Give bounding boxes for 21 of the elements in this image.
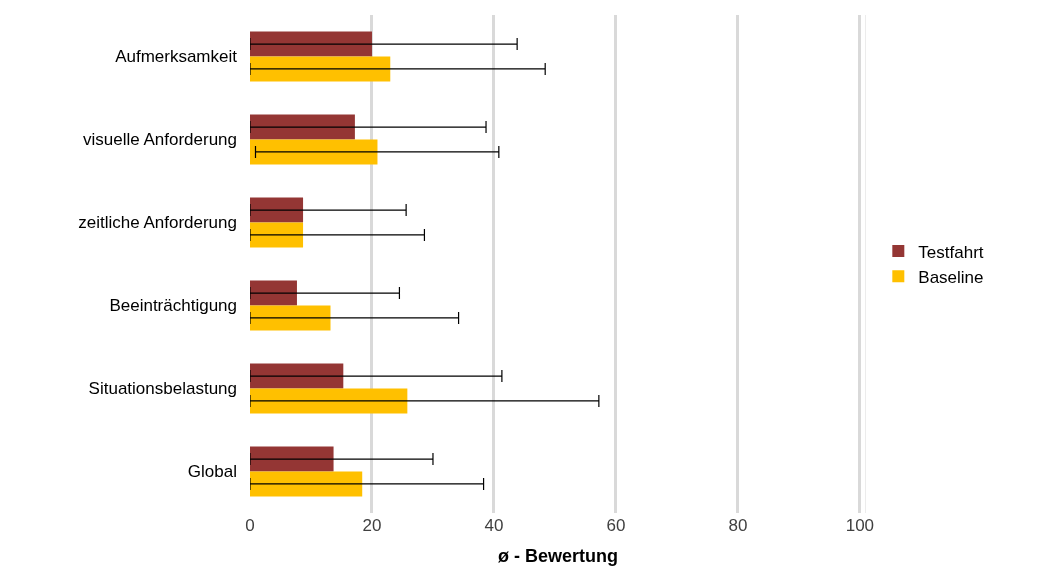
bar	[250, 446, 334, 472]
legend-label: Testfahrt	[918, 242, 984, 262]
y-tick-label: Beeinträchtigung	[109, 296, 237, 316]
x-axis-title: ø - Bewertung	[498, 546, 618, 567]
x-tick-label: 0	[245, 516, 255, 535]
bar	[250, 280, 297, 306]
y-tick-label: Situationsbelastung	[88, 379, 237, 399]
y-tick-label: visuelle Anforderung	[82, 130, 237, 150]
x-tick-label: 100	[845, 516, 875, 535]
y-tick-label: zeitliche Anforderung	[78, 213, 237, 233]
y-tick-label: Aufmerksamkeit	[115, 47, 238, 67]
x-tick-label: 80	[728, 516, 748, 535]
x-tick-label: 60	[606, 516, 626, 535]
legend-label: Baseline	[918, 267, 984, 287]
x-tick-label: 40	[484, 516, 504, 535]
y-tick-label: Global	[187, 462, 237, 482]
bar	[250, 197, 304, 223]
bar	[250, 114, 355, 140]
bar	[250, 363, 344, 389]
x-tick-label: 20	[362, 516, 382, 535]
bar	[250, 31, 372, 57]
